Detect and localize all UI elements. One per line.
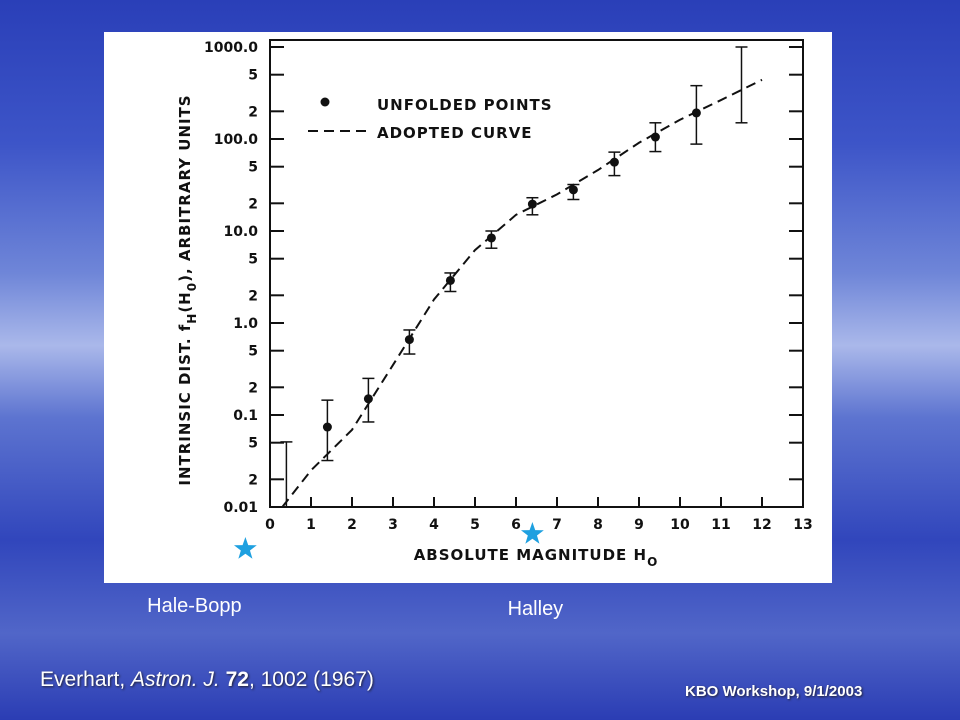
adopted-curve xyxy=(281,78,763,508)
y-tick-label: 5 xyxy=(248,436,258,452)
y-tick-label: 5 xyxy=(248,68,258,84)
legend-label: UNFOLDED POINTS xyxy=(377,96,553,114)
x-axis-label: ABSOLUTE MAGNITUDE HO xyxy=(414,546,659,569)
citation: Everhart, Astron. J. 72, 1002 (1967) xyxy=(40,668,374,691)
x-tick-label: 1 xyxy=(306,517,316,533)
x-tick-label: 13 xyxy=(793,517,812,533)
data-point xyxy=(486,233,496,243)
y-tick-label: 5 xyxy=(248,160,258,176)
y-axis-label: INTRINSIC DIST. fH(H0), ARBITRARY UNITS xyxy=(176,94,199,485)
x-tick-label: 4 xyxy=(429,517,439,533)
y-tick-label: 100.0 xyxy=(214,132,259,148)
x-tick-label: 2 xyxy=(347,517,357,533)
y-tick-label: 2 xyxy=(248,472,258,488)
x-tick-label: 7 xyxy=(552,517,562,533)
y-tick-label: 2 xyxy=(248,380,258,396)
chart-panel xyxy=(104,32,832,583)
y-tick-label: 5 xyxy=(248,252,258,268)
x-tick-label: 11 xyxy=(711,517,730,533)
y-tick-label: 2 xyxy=(248,104,258,120)
legend-label: ADOPTED CURVE xyxy=(377,124,533,142)
y-tick-label: 1000.0 xyxy=(204,40,258,56)
plot-frame xyxy=(269,39,804,508)
x-tick-label: 10 xyxy=(670,517,690,533)
y-tick-label: 2 xyxy=(248,288,258,304)
data-point xyxy=(568,185,578,195)
x-tick-label: 5 xyxy=(470,517,480,533)
x-tick-label: 12 xyxy=(752,517,771,533)
x-tick-label: 8 xyxy=(593,517,603,533)
data-point xyxy=(363,394,373,404)
marker-label: Halley xyxy=(508,598,564,620)
y-tick-label: 1.0 xyxy=(233,316,258,332)
y-tick-label: 0.1 xyxy=(233,408,258,424)
y-tick-label: 10.0 xyxy=(223,224,258,240)
star-marker xyxy=(520,522,544,544)
star-marker xyxy=(233,537,257,559)
x-tick-label: 6 xyxy=(511,517,521,533)
data-point xyxy=(322,422,332,432)
y-tick-label: 5 xyxy=(248,344,258,360)
footer: KBO Workshop, 9/1/2003 xyxy=(685,683,863,700)
y-tick-label: 0.01 xyxy=(223,500,258,516)
x-tick-label: 9 xyxy=(634,517,644,533)
data-point xyxy=(527,199,537,209)
legend-point xyxy=(320,97,330,107)
x-tick-label: 3 xyxy=(388,517,398,533)
marker-label: Hale-Bopp xyxy=(147,595,242,617)
y-tick-label: 2 xyxy=(248,196,258,212)
x-tick-label: 0 xyxy=(265,517,275,533)
